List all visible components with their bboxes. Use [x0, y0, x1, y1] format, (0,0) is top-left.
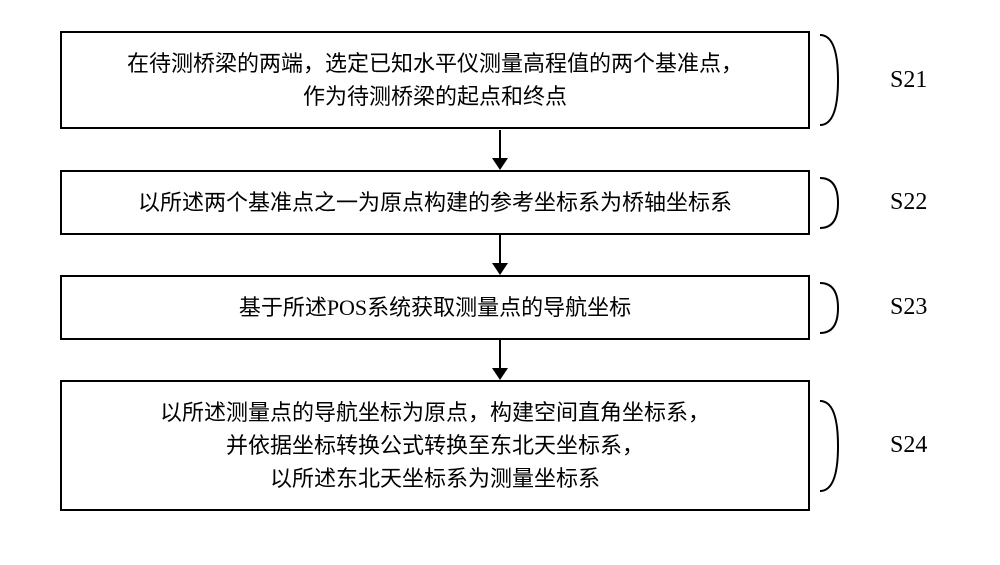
arrow-down-icon: [492, 368, 508, 380]
flowchart-container: 在待测桥梁的两端，选定已知水平仪测量高程值的两个基准点， 作为待测桥梁的起点和终…: [60, 30, 940, 511]
step-box-s23: 基于所述POS系统获取测量点的导航坐标: [60, 275, 810, 340]
bracket-icon: [820, 30, 850, 130]
step-row-s22: 以所述两个基准点之一为原点构建的参考坐标系为桥轴坐标系 S22: [60, 170, 940, 235]
step-text: 在待测桥梁的两端，选定已知水平仪测量高程值的两个基准点，: [127, 47, 743, 80]
connector-wrap: [125, 340, 875, 380]
connector-line: [499, 340, 501, 368]
step-text: 以所述两个基准点之一为原点构建的参考坐标系为桥轴坐标系: [138, 186, 732, 219]
label-bracket: [820, 278, 850, 338]
connector-line: [499, 235, 501, 263]
step-box-s24: 以所述测量点的导航坐标为原点，构建空间直角坐标系， 并依据坐标转换公式转换至东北…: [60, 380, 810, 511]
step-text: 基于所述POS系统获取测量点的导航坐标: [239, 291, 631, 324]
connector-wrap: [125, 130, 875, 170]
step-row-s21: 在待测桥梁的两端，选定已知水平仪测量高程值的两个基准点， 作为待测桥梁的起点和终…: [60, 30, 940, 130]
step-text: 并依据坐标转换公式转换至东北天坐标系，: [226, 429, 644, 462]
connector-arrow: [492, 235, 508, 275]
connector-arrow: [492, 130, 508, 170]
step-text: 作为待测桥梁的起点和终点: [303, 80, 567, 113]
connector-line: [499, 130, 501, 158]
step-box-s21: 在待测桥梁的两端，选定已知水平仪测量高程值的两个基准点， 作为待测桥梁的起点和终…: [60, 31, 810, 129]
step-label-s23: S23: [890, 294, 927, 321]
arrow-down-icon: [492, 158, 508, 170]
bracket-icon: [820, 278, 850, 338]
connector-wrap: [125, 235, 875, 275]
step-box-s22: 以所述两个基准点之一为原点构建的参考坐标系为桥轴坐标系: [60, 170, 810, 235]
step-row-s23: 基于所述POS系统获取测量点的导航坐标 S23: [60, 275, 940, 340]
arrow-down-icon: [492, 263, 508, 275]
label-bracket: [820, 173, 850, 233]
step-label-s22: S22: [890, 189, 927, 216]
bracket-icon: [820, 396, 850, 496]
step-text: 以所述测量点的导航坐标为原点，构建空间直角坐标系，: [160, 396, 710, 429]
step-row-s24: 以所述测量点的导航坐标为原点，构建空间直角坐标系， 并依据坐标转换公式转换至东北…: [60, 380, 940, 511]
label-bracket: [820, 30, 850, 130]
connector-arrow: [492, 340, 508, 380]
step-label-s21: S21: [890, 67, 927, 94]
bracket-icon: [820, 173, 850, 233]
step-text: 以所述东北天坐标系为测量坐标系: [270, 462, 600, 495]
step-label-s24: S24: [890, 432, 927, 459]
label-bracket: [820, 396, 850, 496]
